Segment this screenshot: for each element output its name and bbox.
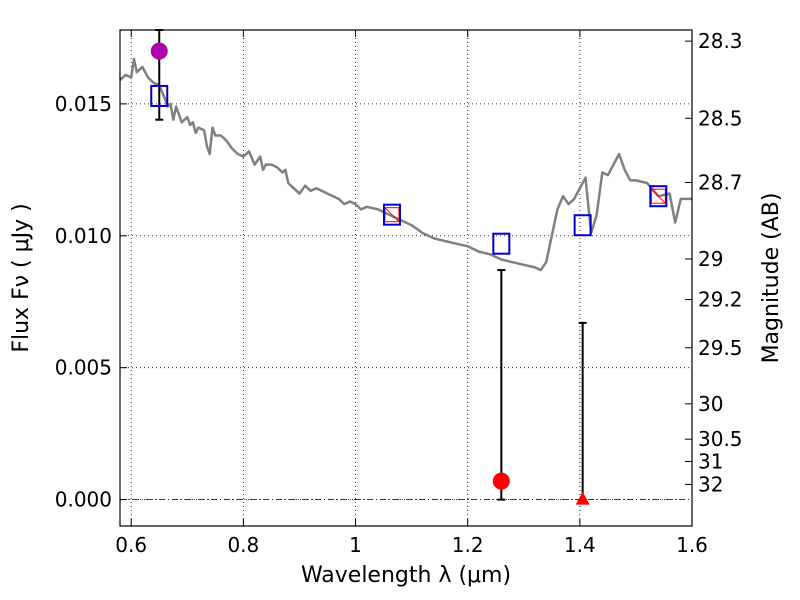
magnitude-tick-label: 30 bbox=[698, 392, 723, 416]
y-tick-label: 0.000 bbox=[55, 488, 112, 512]
magnitude-tick-label: 30.5 bbox=[698, 427, 743, 451]
y-axis-ticks: 0.000 0.005 0.010 0.015 bbox=[55, 92, 127, 512]
magnitude-tick-label: 28.3 bbox=[698, 29, 743, 53]
upper-limit-triangle bbox=[575, 491, 590, 505]
x-tick-label: 1.4 bbox=[564, 533, 596, 557]
plot-frame bbox=[119, 29, 693, 527]
right-axis-title: Magnitude (AB) bbox=[759, 193, 784, 364]
x-tick-label: 0.8 bbox=[227, 533, 259, 557]
model-photometry-square bbox=[573, 214, 592, 237]
x-tick-label: 0.6 bbox=[115, 533, 147, 557]
x-tick-label: 1.6 bbox=[676, 533, 708, 557]
data-markers bbox=[150, 42, 666, 505]
magnitude-tick-label: 31 bbox=[698, 449, 723, 473]
x-tick-label: 1.2 bbox=[452, 533, 484, 557]
model-photometry-markers bbox=[150, 84, 668, 255]
model-photometry-square bbox=[649, 185, 668, 208]
observed-point-circle bbox=[150, 42, 168, 60]
model-spectrum-line bbox=[119, 57, 692, 272]
magnitude-tick-label: 28.7 bbox=[698, 170, 743, 194]
observed-point-circle bbox=[492, 472, 510, 490]
model-photometry-square bbox=[492, 232, 511, 255]
observed-point-square-slash bbox=[650, 188, 666, 204]
y-tick-label: 0.015 bbox=[55, 92, 112, 116]
model-photometry-square bbox=[150, 84, 169, 107]
magnitude-tick-label: 29 bbox=[698, 247, 723, 271]
magnitude-tick-label: 29.5 bbox=[698, 336, 743, 360]
magnitude-tick-label: 32 bbox=[698, 472, 723, 496]
y-tick-label: 0.010 bbox=[55, 224, 112, 248]
x-tick-label: 1 bbox=[349, 533, 362, 557]
magnitude-tick-label: 28.5 bbox=[698, 106, 743, 130]
y-tick-label: 0.005 bbox=[55, 356, 112, 380]
magnitude-tick-label: 29.2 bbox=[698, 287, 743, 311]
observed-point-square-slash bbox=[384, 207, 400, 223]
y-axis-title: Flux Fν ( μJy ) bbox=[9, 203, 34, 352]
model-photometry-square bbox=[382, 203, 401, 226]
x-axis-ticks: 0.6 0.8 1 1.2 1.4 1.6 bbox=[115, 30, 708, 557]
x-axis-title: Wavelength λ (μm) bbox=[301, 563, 511, 588]
grid bbox=[120, 30, 693, 526]
